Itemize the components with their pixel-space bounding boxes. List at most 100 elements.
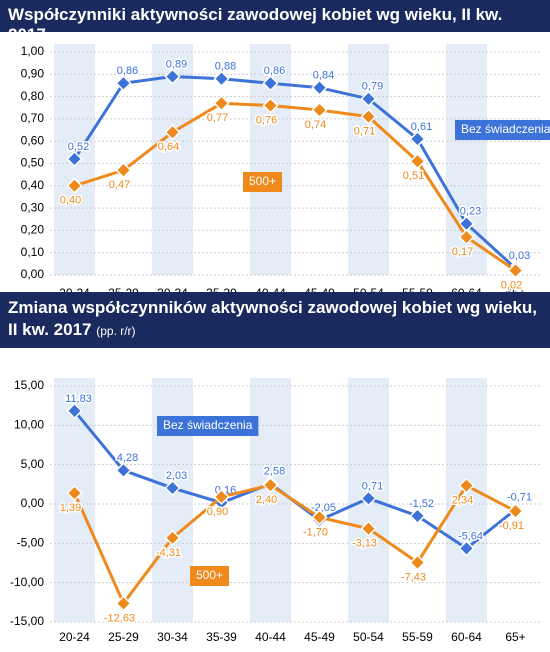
marker xyxy=(213,488,230,506)
marker xyxy=(164,68,181,85)
x-tick-label: 20-24 xyxy=(59,630,90,644)
value-label: 0,51 xyxy=(403,170,424,182)
marker xyxy=(409,507,426,525)
y-tick-label: 0,30 xyxy=(21,200,45,214)
x-tick-label: 40-44 xyxy=(255,286,286,292)
title-bar: Współczynniki aktywności zawodowej kobie… xyxy=(0,0,550,44)
chart-panel: Zmiana współczynników aktywności zawodow… xyxy=(0,292,550,652)
marker xyxy=(66,150,83,168)
value-label: -2,05 xyxy=(311,502,336,514)
marker xyxy=(66,177,83,194)
value-label: 0,47 xyxy=(109,179,130,191)
marker xyxy=(164,479,181,497)
marker xyxy=(458,540,475,557)
value-label: 0,40 xyxy=(60,195,81,207)
marker xyxy=(311,509,328,526)
x-tick-label: 60-64 xyxy=(451,630,482,644)
marker xyxy=(507,503,524,520)
marker xyxy=(458,477,475,494)
value-label: 0,02 xyxy=(501,279,522,291)
marker xyxy=(115,462,132,479)
x-tick-label: 45-49 xyxy=(304,630,335,644)
y-tick-label: 0,00 xyxy=(21,496,45,510)
marker xyxy=(164,124,181,141)
value-label: -0,71 xyxy=(507,491,532,503)
marker xyxy=(409,554,426,571)
value-label: -1,52 xyxy=(409,498,434,510)
x-tick-label: 60-64 xyxy=(451,286,482,292)
y-tick-label: -10,00 xyxy=(10,575,44,589)
marker xyxy=(164,529,181,547)
chart: -15,00 -10,00 -5,00 0,00 5,00 10,00 15,00 20-24… xyxy=(10,378,540,644)
y-tick-label: 0,00 xyxy=(21,267,45,281)
chart-panel: Współczynniki aktywności zawodowej kobie… xyxy=(0,0,550,292)
x-tick-label: 30-34 xyxy=(157,286,188,292)
chart-title: Zmiana współczynników aktywności zawodow… xyxy=(8,298,538,339)
marker xyxy=(458,215,475,232)
value-label: 1,39 xyxy=(60,502,81,514)
value-label: 0,74 xyxy=(305,119,326,131)
y-tick-label: 0,50 xyxy=(21,156,45,170)
value-label: 0,52 xyxy=(68,141,89,153)
y-tick-label: 15,00 xyxy=(14,378,44,392)
series-line xyxy=(73,75,517,270)
x-tick-label: 35-39 xyxy=(206,630,237,644)
legend-item: Bez świadczenia xyxy=(157,416,259,436)
column-band xyxy=(152,378,193,622)
marker xyxy=(360,108,377,125)
legend-label: 500+ xyxy=(249,174,276,188)
marker xyxy=(409,153,426,170)
x-tick-label: 35-39 xyxy=(206,286,237,292)
chart-subtitle: (pp. r/r) xyxy=(96,324,136,338)
marker xyxy=(311,101,328,119)
x-tick-label: 40-44 xyxy=(255,630,286,644)
y-tick-label: 0,40 xyxy=(21,178,45,192)
value-label: 0,23 xyxy=(460,206,481,218)
value-label: 0,17 xyxy=(452,246,473,258)
value-label: 0,03 xyxy=(509,250,530,262)
x-tick-label: 55-59 xyxy=(402,286,433,292)
marker xyxy=(262,476,279,494)
value-label: 0,90 xyxy=(207,506,228,518)
marker xyxy=(115,75,132,92)
value-label: 2,40 xyxy=(256,494,277,506)
column-band xyxy=(348,44,389,275)
marker xyxy=(262,75,279,92)
marker xyxy=(409,130,426,148)
series-line xyxy=(73,483,517,607)
value-label: -7,43 xyxy=(401,571,426,583)
chart-title: Współczynniki aktywności zawodowej kobie… xyxy=(8,5,503,44)
marker xyxy=(66,484,83,502)
y-tick-label: 10,00 xyxy=(14,418,44,432)
legend-box xyxy=(243,172,283,192)
value-label: 0,77 xyxy=(207,112,228,124)
x-tick-label: 50-54 xyxy=(353,630,384,644)
value-label: -3,13 xyxy=(352,538,377,550)
marker xyxy=(360,520,377,537)
legend-label: 500+ xyxy=(196,568,223,582)
x-tick-label: 20-24 xyxy=(59,286,90,292)
value-label: -0,91 xyxy=(499,520,524,532)
value-label: 0,71 xyxy=(354,126,375,138)
marker xyxy=(262,97,279,114)
marker xyxy=(213,70,230,87)
marker xyxy=(115,595,132,612)
value-label: 0,71 xyxy=(362,480,383,492)
y-tick-label: 0,90 xyxy=(21,66,45,80)
y-tick-label: 0,60 xyxy=(21,133,45,147)
y-tick-label: 5,00 xyxy=(21,457,45,471)
value-label: 2,58 xyxy=(264,466,285,478)
value-label: 0,88 xyxy=(215,61,236,73)
y-tick-label: -5,00 xyxy=(17,536,45,550)
y-tick-label: 1,00 xyxy=(21,44,45,58)
legend-box xyxy=(455,120,550,140)
x-tick-label: 30-34 xyxy=(157,630,188,644)
value-label: 0,86 xyxy=(117,65,138,77)
x-tick-label: 65+ xyxy=(505,630,525,644)
x-tick-label: 25-29 xyxy=(108,630,139,644)
x-tick-label: 50-54 xyxy=(353,286,384,292)
marker xyxy=(66,402,83,420)
value-label: 0,64 xyxy=(158,141,179,153)
value-label: 2,34 xyxy=(452,494,473,506)
